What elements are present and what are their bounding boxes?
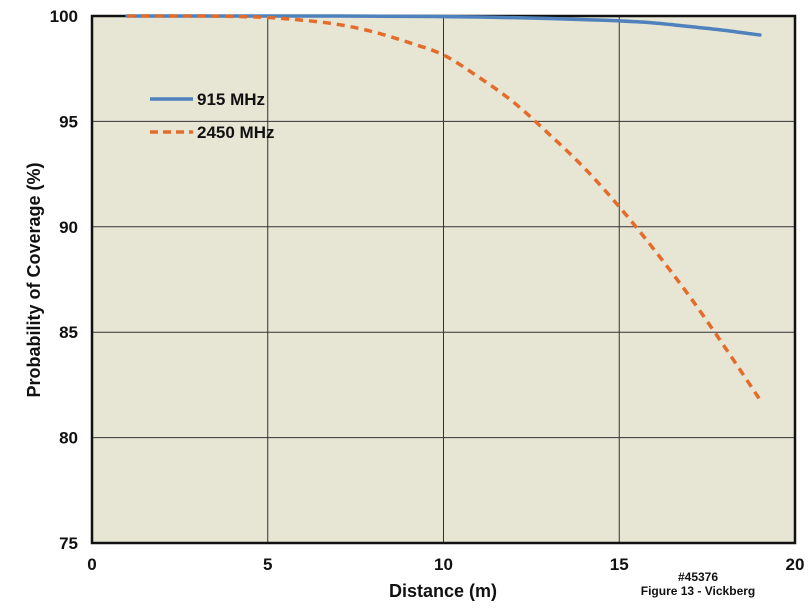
legend-label-2450: 2450 MHz [197, 123, 274, 142]
x-axis-label: Distance (m) [389, 581, 497, 601]
x-tick-label: 15 [610, 555, 629, 574]
y-tick-label: 80 [59, 429, 78, 448]
x-tick-label: 20 [786, 555, 805, 574]
y-axis-label: Probability of Coverage (%) [24, 162, 44, 397]
grid [92, 16, 795, 543]
figure-caption: Figure 13 - Vickberg [641, 584, 756, 598]
y-tick-label: 100 [50, 7, 78, 26]
y-tick-label: 85 [59, 323, 78, 342]
legend: 915 MHz 2450 MHz [150, 90, 274, 142]
y-tick-label: 90 [59, 218, 78, 237]
figure-id: #45376 [678, 570, 718, 584]
y-tick-label: 95 [59, 112, 78, 131]
series-group [125, 14, 762, 401]
y-tick-label: 75 [59, 534, 78, 553]
ticks: 0 5 10 15 20 75 80 85 90 95 100 [50, 7, 805, 574]
x-tick-label: 10 [434, 555, 453, 574]
x-tick-label: 5 [263, 555, 272, 574]
legend-label-915: 915 MHz [197, 90, 265, 109]
series-line-915-mhz [125, 14, 762, 37]
x-tick-label: 0 [87, 555, 96, 574]
series-line-2450-mhz [127, 14, 762, 401]
